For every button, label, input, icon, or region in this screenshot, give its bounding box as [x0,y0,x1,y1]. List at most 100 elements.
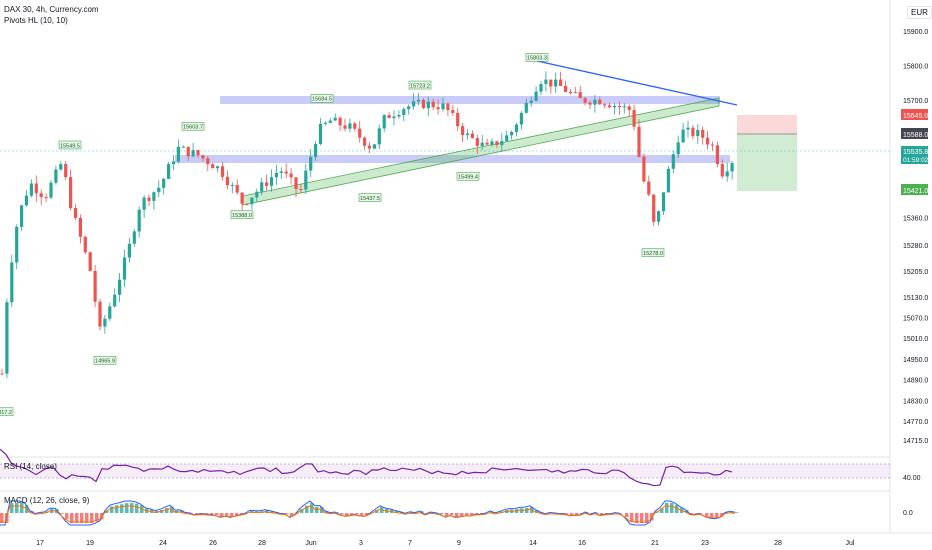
candle-body [657,211,661,222]
macd-bar [450,513,454,516]
macd-bar [690,513,694,514]
macd-bar [305,505,309,513]
candle-body [103,318,107,327]
macd-bar [110,506,114,513]
pivot-label-box [408,80,432,90]
time-tick: 26 [209,540,217,547]
candle-body [397,114,401,117]
target-badge: 15421.0 [901,184,928,195]
candle-body [715,145,719,165]
candle-body [260,182,264,192]
pivot-labels: 14817.2 15549.5 14965.9 15603.7 15388.0 15684… [0,53,665,417]
macd-bar [645,513,649,523]
entry-badge: 15588.0 [901,128,928,139]
candle-body [495,141,499,146]
macd-bar [600,513,604,515]
macd-bar [630,513,634,523]
candle-body [333,117,337,121]
time-tick: 9 [457,540,461,547]
time-axis[interactable]: 17 19 24 26 28 Jun 3 7 9 14 16 21 23 28 Jul [36,540,855,547]
macd-bar [455,513,459,517]
macd-bar [225,513,229,516]
rsi-label[interactable]: RSI (14, close) [4,462,57,471]
macd-bar [70,513,74,523]
candle-body [127,243,131,258]
candle-body [289,173,293,178]
pivot-label: 15499.4 [458,175,478,181]
candle-body [720,164,724,177]
macd-bar [200,513,204,514]
candle-body [426,101,430,109]
macd-bar [135,503,139,513]
candle-body [568,91,572,93]
candle-body [132,231,136,244]
time-tick: 3 [359,540,363,547]
candle-body [480,142,484,146]
candle-body [216,166,220,169]
macd-bar [525,507,529,513]
candle-body [666,168,670,193]
candle-body [578,92,582,99]
macd-bar [90,513,94,523]
macd-bar [15,503,19,513]
candle-body [593,99,597,105]
macd-bar [350,513,354,515]
macd-bar [195,513,199,515]
price-tick: 15360.0 [903,215,928,222]
price-tick: 15700.0 [903,98,928,105]
macd-bar [165,508,169,513]
macd-bar [640,513,644,523]
candle-body [299,189,303,191]
macd-bar [10,503,14,513]
candle-body [39,193,43,198]
candle-body [627,106,631,110]
pivot-label: 15723.2 [410,83,430,89]
candle-body [363,137,367,146]
candle-body [431,101,435,108]
candle-body [191,150,195,157]
macd-label[interactable]: MACD (12, 26, close, 9) [4,496,90,505]
stop-zone [737,115,797,134]
stop-badge-text: 15645.0 [903,113,928,120]
pivot-label: 15549.5 [60,143,80,149]
candle-body [436,107,440,110]
price-tick: 14830.0 [903,398,928,405]
macd-bar [395,510,399,513]
candle-body [206,158,210,165]
candle-body [338,117,342,126]
macd-bar [470,513,474,516]
candle-body [500,141,504,146]
candles [0,71,734,379]
candle-body [583,98,587,103]
pivot-label: 15684.5 [312,97,332,103]
price-tick: 14950.0 [903,357,928,364]
target-badge-text: 15421.0 [903,188,928,195]
timer-text: 01:59:02 [903,157,929,164]
candle-body [554,79,558,87]
candle-body [377,128,381,145]
candle-body [421,99,425,109]
candle-body [265,182,269,186]
candle-body [59,164,63,170]
candle-body [539,83,543,92]
candle-body [475,138,479,146]
candle-body [367,145,372,149]
macd-bar [75,513,79,523]
candle-body [279,171,283,173]
price-tick: 15205.0 [903,269,928,276]
candle-body [152,192,156,201]
price-axis[interactable]: 15900.0 15800.0 15700.0 15360.0 15280.0 15205… [903,29,928,445]
currency-badge[interactable]: EUR [907,6,932,19]
candle-body [701,129,705,138]
macd-bar [235,513,239,516]
candle-body [15,226,19,263]
candle-body [29,183,33,196]
macd-bar [325,511,329,513]
rsi-line [0,448,733,487]
price-tick: 14890.0 [903,378,928,385]
price-tick: 15280.0 [903,243,928,250]
candle-body [544,79,548,84]
candle-body [137,209,141,232]
candle-body [318,123,323,145]
